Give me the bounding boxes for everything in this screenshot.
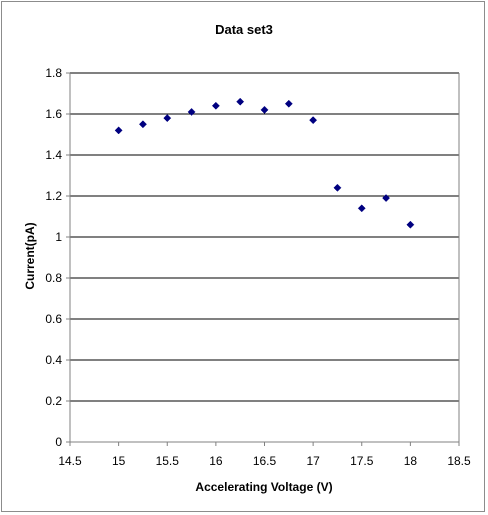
x-tick-label: 18 bbox=[404, 454, 418, 468]
x-tick-label: 17.5 bbox=[350, 454, 374, 468]
y-tick-label: 0.2 bbox=[45, 394, 62, 408]
chart-title: Data set3 bbox=[215, 22, 273, 37]
y-tick-label: 1.8 bbox=[45, 66, 62, 80]
gridlines bbox=[70, 72, 459, 402]
y-tick-label: 1.6 bbox=[45, 107, 62, 121]
data-point-marker bbox=[138, 120, 147, 129]
y-tick-label: 1.4 bbox=[45, 148, 62, 162]
y-tick-label: 0 bbox=[55, 435, 62, 449]
data-point-marker bbox=[260, 105, 269, 114]
data-point-marker bbox=[163, 114, 172, 123]
data-point-marker bbox=[357, 204, 366, 213]
y-tick-label: 0.6 bbox=[45, 312, 62, 326]
x-tick-label: 16.5 bbox=[253, 454, 277, 468]
x-axis-label: Accelerating Voltage (V) bbox=[195, 480, 332, 494]
data-point-marker bbox=[284, 99, 293, 108]
y-axis-label: Current(pA) bbox=[23, 222, 37, 289]
data-point-marker bbox=[382, 194, 391, 203]
y-tick-label: 1.2 bbox=[45, 189, 62, 203]
data-point-marker bbox=[114, 126, 123, 135]
x-tick-label: 18.5 bbox=[447, 454, 471, 468]
data-point-marker bbox=[211, 101, 220, 110]
data-point-marker bbox=[236, 97, 245, 106]
x-tick-label: 16 bbox=[209, 454, 223, 468]
data-points bbox=[114, 97, 415, 229]
y-tick-label: 1 bbox=[55, 230, 62, 244]
x-tick-label: 17 bbox=[306, 454, 320, 468]
y-tick-label: 0.4 bbox=[45, 353, 62, 367]
data-point-marker bbox=[187, 107, 196, 116]
y-tick-label: 0.8 bbox=[45, 271, 62, 285]
x-tick-labels: 14.5 15 15.5 16 16.5 17 17.5 18 18.5 bbox=[58, 454, 471, 468]
data-point-marker bbox=[406, 220, 415, 229]
data-point-marker bbox=[309, 116, 318, 125]
y-tick-labels: 0 0.2 0.4 0.6 0.8 1 1.2 1.4 1.6 1.8 bbox=[45, 66, 62, 449]
x-tick-label: 14.5 bbox=[58, 454, 82, 468]
data-point-marker bbox=[333, 183, 342, 192]
axes bbox=[66, 72, 460, 446]
x-tick-label: 15.5 bbox=[156, 454, 180, 468]
x-tick-label: 15 bbox=[112, 454, 126, 468]
